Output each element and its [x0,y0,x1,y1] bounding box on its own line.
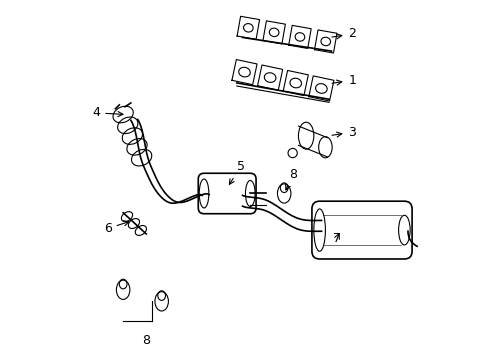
Ellipse shape [199,179,208,208]
Text: 6: 6 [103,221,129,235]
Ellipse shape [313,209,325,251]
Ellipse shape [398,215,409,245]
Ellipse shape [245,180,255,207]
Text: 8: 8 [285,168,296,190]
Text: 1: 1 [331,74,356,87]
FancyBboxPatch shape [198,173,256,214]
FancyBboxPatch shape [311,201,411,259]
Text: 2: 2 [331,27,356,40]
Text: 7: 7 [332,231,341,245]
Text: 5: 5 [229,160,244,184]
Text: 8: 8 [142,334,150,347]
Text: 3: 3 [331,126,356,139]
Text: 4: 4 [92,107,122,120]
